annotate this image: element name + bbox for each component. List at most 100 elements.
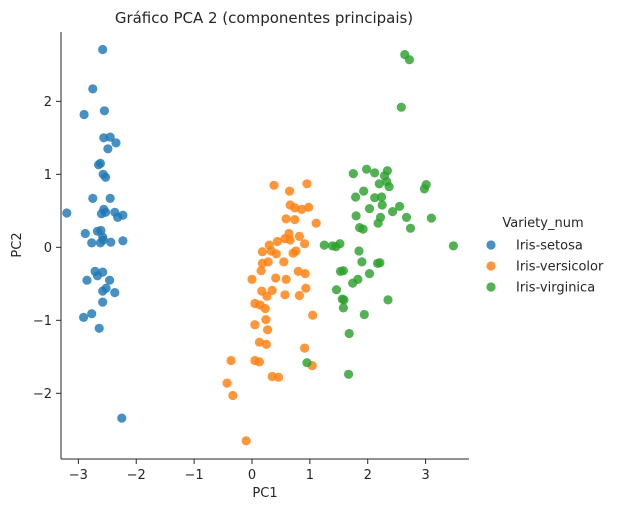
data-point-iris-virginica-43 xyxy=(331,285,342,295)
data-point-iris-setosa-39 xyxy=(87,309,97,319)
data-point-iris-versicolor-29 xyxy=(293,266,303,276)
data-point-iris-versicolor-40 xyxy=(261,315,271,325)
data-point-iris-virginica-49 xyxy=(344,328,354,339)
data-point-iris-versicolor-30 xyxy=(300,269,310,279)
data-point-iris-setosa-5 xyxy=(105,132,115,142)
x-axis-label: PC1 xyxy=(252,486,277,501)
data-point-iris-virginica-28 xyxy=(358,224,368,234)
data-point-iris-setosa-34 xyxy=(105,275,115,285)
data-point-iris-versicolor-20 xyxy=(291,246,301,256)
data-point-iris-virginica-26 xyxy=(426,213,436,223)
data-point-iris-virginica-24 xyxy=(351,211,361,221)
data-point-iris-virginica-19 xyxy=(388,207,398,217)
data-point-iris-virginica-1 xyxy=(404,55,414,65)
data-point-iris-versicolor-42 xyxy=(263,325,273,335)
data-point-iris-versicolor-13 xyxy=(294,231,304,241)
data-point-iris-setosa-27 xyxy=(95,238,105,248)
data-point-iris-virginica-2 xyxy=(396,102,406,112)
data-point-iris-versicolor-47 xyxy=(226,355,236,366)
data-point-iris-setosa-3 xyxy=(79,109,89,120)
data-point-iris-virginica-37 xyxy=(338,266,348,276)
data-point-iris-setosa-13 xyxy=(105,193,115,203)
data-point-iris-versicolor-18 xyxy=(271,249,281,259)
data-point-iris-virginica-34 xyxy=(354,246,364,256)
data-point-iris-versicolor-5 xyxy=(285,200,295,210)
data-point-iris-versicolor-25 xyxy=(256,266,266,276)
data-point-iris-versicolor-38 xyxy=(260,304,270,314)
data-point-iris-versicolor-35 xyxy=(301,283,311,293)
data-point-iris-versicolor-41 xyxy=(250,320,260,330)
data-point-iris-setosa-29 xyxy=(118,236,128,246)
data-point-iris-versicolor-43 xyxy=(308,310,318,320)
data-point-iris-virginica-48 xyxy=(359,309,369,320)
data-point-iris-versicolor-45 xyxy=(261,339,271,349)
data-point-iris-versicolor-33 xyxy=(280,290,290,300)
data-point-iris-versicolor-44 xyxy=(254,337,265,347)
data-point-iris-virginica-40 xyxy=(364,269,375,279)
data-point-iris-versicolor-2 xyxy=(302,179,312,189)
data-point-iris-setosa-38 xyxy=(98,297,108,307)
data-point-iris-versicolor-46 xyxy=(300,343,310,353)
data-point-iris-setosa-2 xyxy=(99,106,109,116)
data-point-iris-virginica-42 xyxy=(348,278,358,288)
y-axis-label: PC2 xyxy=(10,232,25,257)
data-point-iris-versicolor-4 xyxy=(297,204,307,214)
data-point-iris-versicolor-26 xyxy=(247,274,257,284)
x-tick-label: −1 xyxy=(185,468,204,483)
data-point-iris-versicolor-27 xyxy=(271,273,281,283)
data-point-iris-virginica-50 xyxy=(302,358,312,368)
data-point-iris-versicolor-49 xyxy=(254,357,265,367)
data-point-iris-virginica-23 xyxy=(373,218,383,228)
data-point-iris-versicolor-0 xyxy=(269,180,279,190)
data-point-iris-setosa-11 xyxy=(101,172,111,182)
legend-marker-iris-versicolor xyxy=(486,261,496,271)
data-point-iris-setosa-36 xyxy=(101,283,111,293)
y-tick-label: −1 xyxy=(33,314,52,329)
data-point-iris-virginica-33 xyxy=(319,240,329,250)
x-tick-label: −2 xyxy=(127,468,146,483)
data-point-iris-versicolor-34 xyxy=(294,290,304,301)
data-point-iris-virginica-11 xyxy=(384,182,394,192)
data-point-iris-versicolor-6 xyxy=(281,214,291,224)
data-point-iris-setosa-28 xyxy=(106,237,116,247)
data-point-iris-virginica-14 xyxy=(395,201,405,211)
data-point-iris-versicolor-8 xyxy=(304,202,314,212)
data-point-iris-virginica-3 xyxy=(362,164,372,174)
data-point-iris-virginica-17 xyxy=(370,193,380,203)
data-point-iris-virginica-35 xyxy=(357,257,367,267)
x-tick-label: −3 xyxy=(69,468,88,483)
data-point-iris-virginica-16 xyxy=(377,192,387,202)
data-point-iris-setosa-9 xyxy=(95,158,105,168)
data-point-iris-virginica-46 xyxy=(339,295,349,305)
data-point-iris-virginica-15 xyxy=(351,192,361,202)
data-point-iris-setosa-37 xyxy=(110,288,120,298)
data-point-iris-virginica-13 xyxy=(359,186,369,196)
data-point-iris-versicolor-55 xyxy=(241,436,251,446)
data-point-iris-setosa-41 xyxy=(94,323,104,333)
data-point-iris-virginica-29 xyxy=(448,241,458,251)
data-point-iris-virginica-9 xyxy=(374,179,384,189)
x-tick-label: 2 xyxy=(364,468,372,483)
data-point-iris-versicolor-12 xyxy=(272,236,282,247)
x-axis-ticks: −3 −2 −1 0 1 2 3 xyxy=(69,459,430,483)
y-tick-label: 0 xyxy=(44,241,52,256)
data-point-iris-virginica-44 xyxy=(383,295,393,305)
data-point-iris-virginica-39 xyxy=(373,258,383,268)
data-point-iris-virginica-8 xyxy=(348,169,358,179)
data-point-iris-virginica-51 xyxy=(344,369,354,379)
data-point-iris-virginica-25 xyxy=(405,223,416,233)
data-point-iris-setosa-23 xyxy=(80,228,90,239)
data-points xyxy=(62,44,458,446)
data-point-iris-setosa-19 xyxy=(113,212,123,222)
x-tick-label: 1 xyxy=(306,468,314,483)
data-point-iris-versicolor-52 xyxy=(274,372,284,382)
data-point-iris-virginica-22 xyxy=(401,212,412,222)
data-point-iris-virginica-47 xyxy=(338,303,348,313)
data-point-iris-setosa-20 xyxy=(62,208,72,218)
data-point-iris-versicolor-28 xyxy=(281,274,291,284)
data-point-iris-setosa-26 xyxy=(87,238,97,248)
y-tick-label: 2 xyxy=(44,95,52,110)
x-tick-label: 0 xyxy=(248,468,256,483)
data-point-iris-setosa-42 xyxy=(117,413,127,423)
